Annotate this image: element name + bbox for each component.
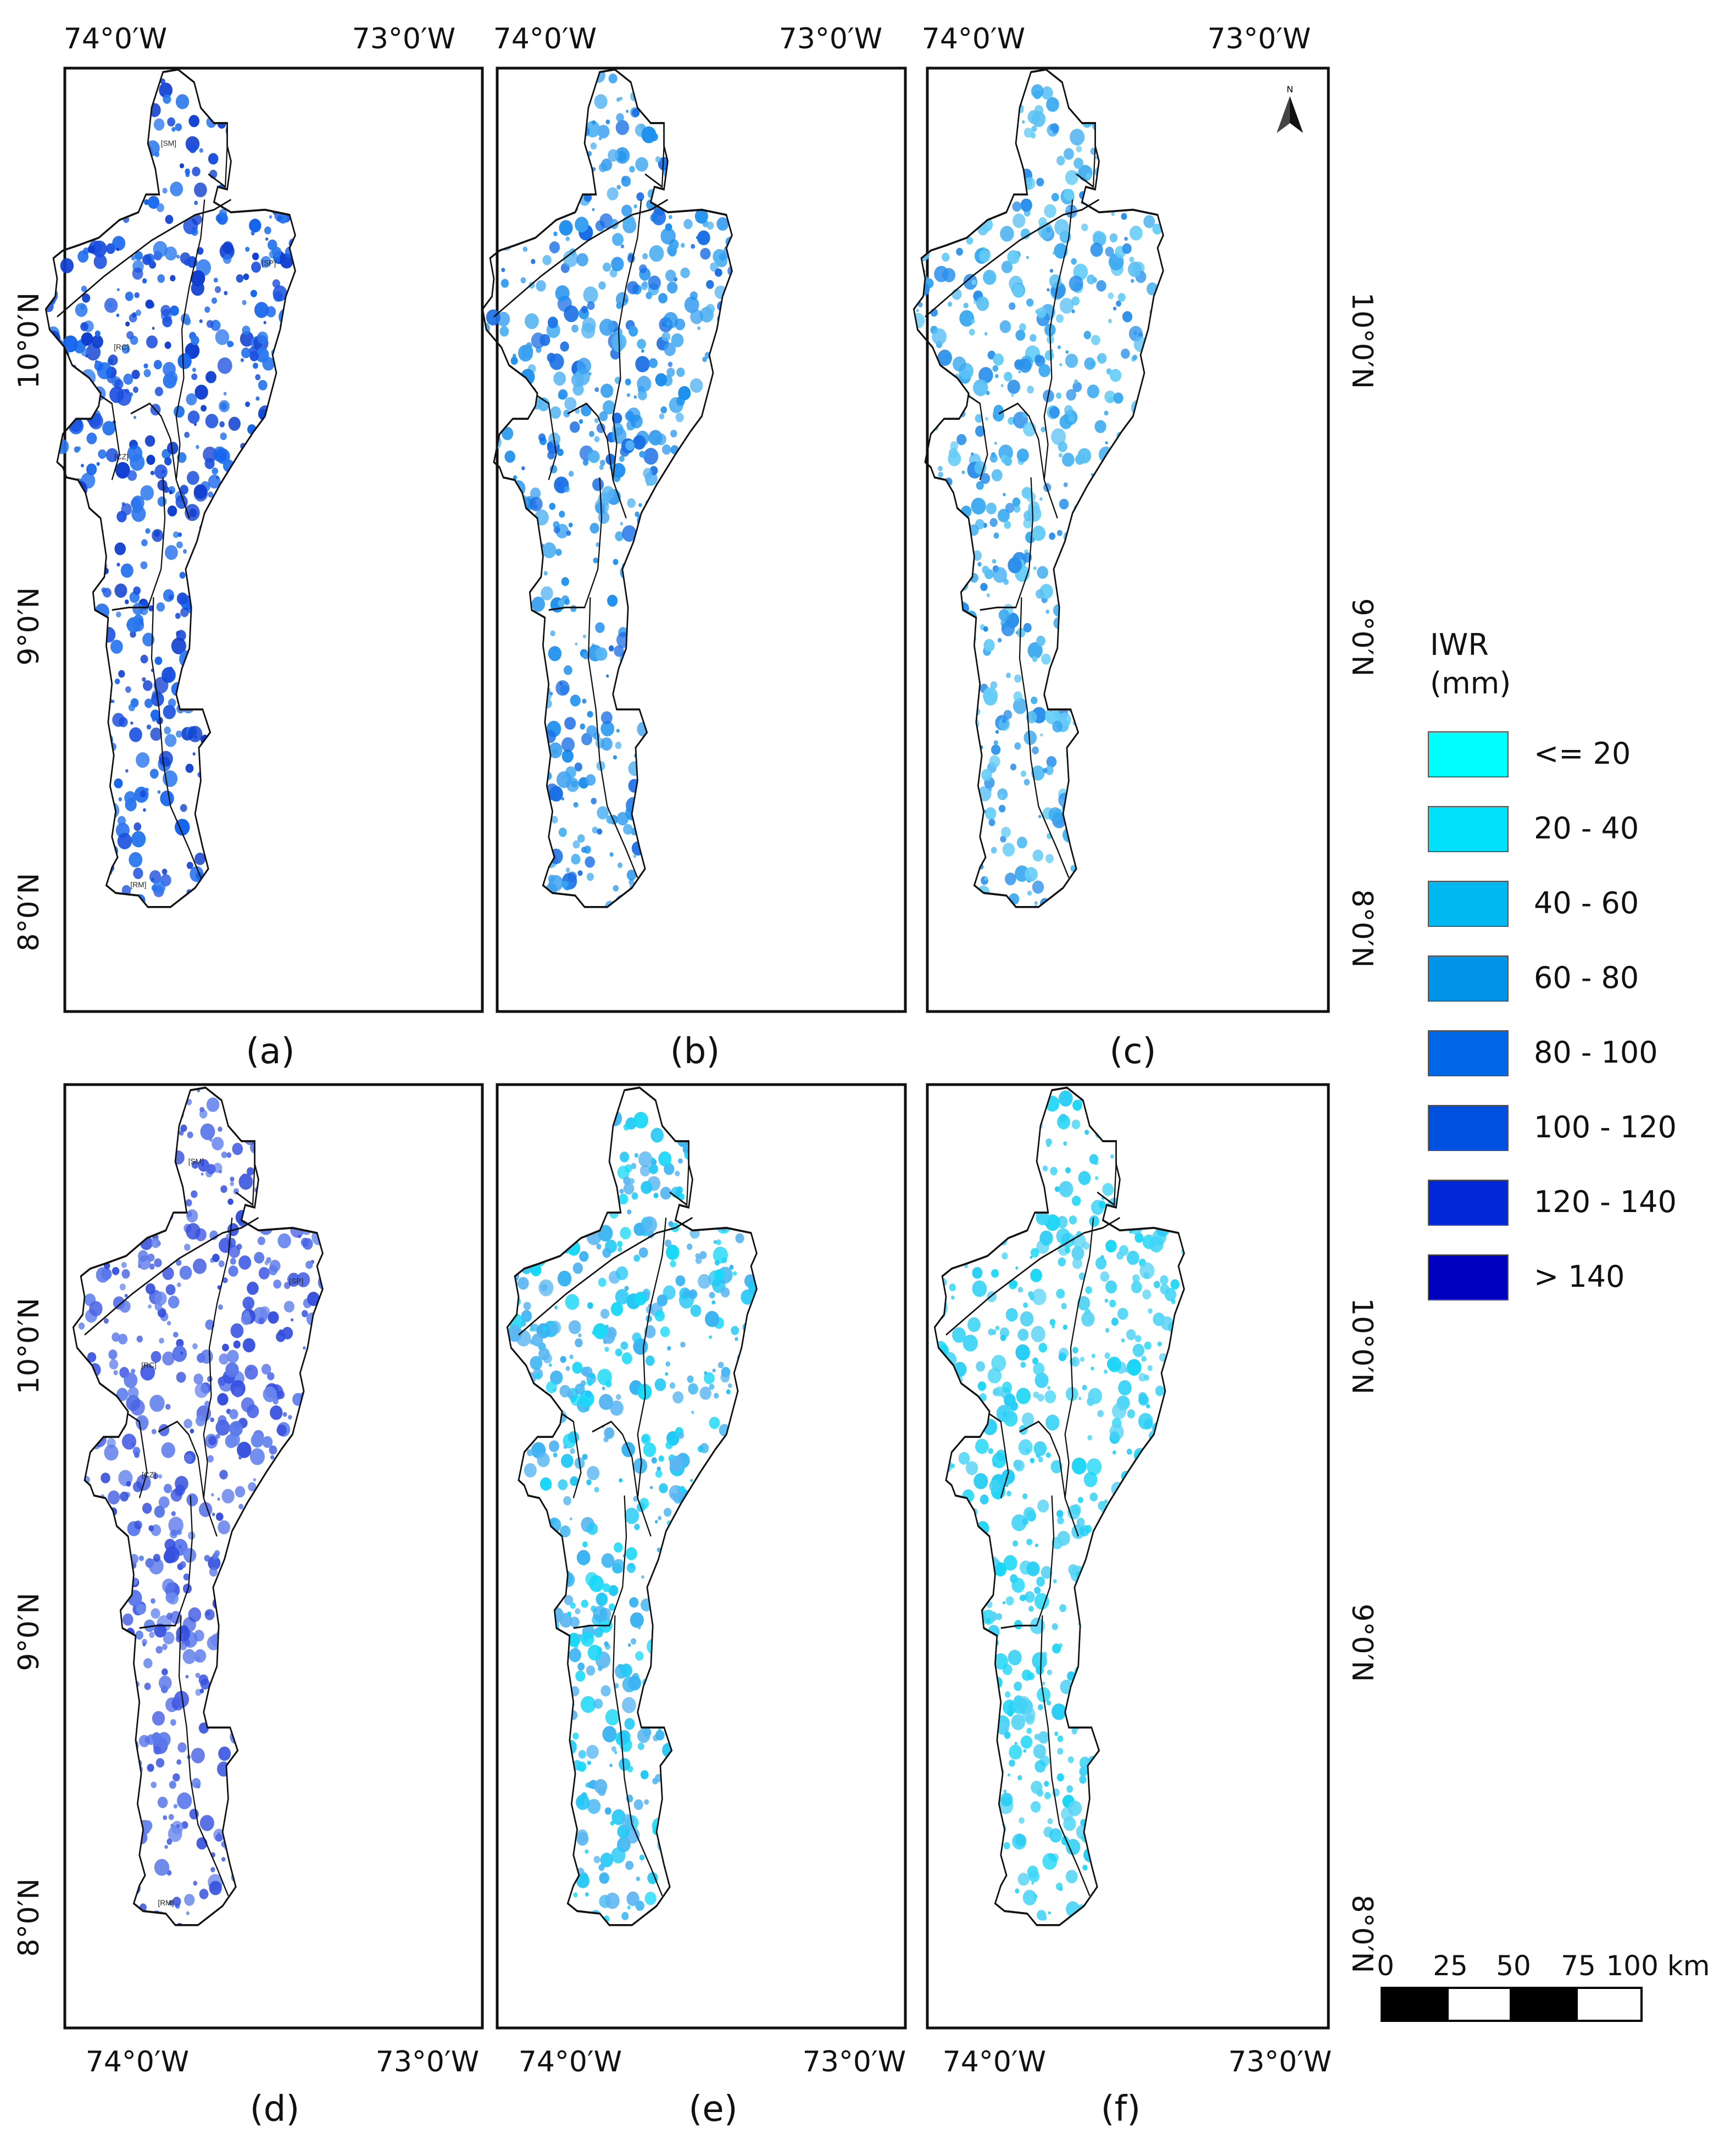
lat-label-left-d-2: 9°0′N xyxy=(13,1593,46,1671)
panel-label-a: (a) xyxy=(246,1031,294,1072)
lat-label-left-d-1: 10°0′N xyxy=(13,1298,46,1394)
map-panel-a: [SM] [SP] [RC] [CZ] [RM] xyxy=(44,66,484,1013)
lat-label-left-a-1: 10°0′N xyxy=(13,292,46,389)
north-arrow-label: N xyxy=(1287,84,1293,95)
legend-swatch xyxy=(1428,731,1509,777)
lon-label-top-c-2: 73°0′W xyxy=(1208,23,1311,55)
lat-label-right-f-3: 8°0′N xyxy=(1345,1895,1378,1974)
legend-swatch xyxy=(1428,1030,1509,1076)
region-label: [RM] xyxy=(130,881,146,889)
map-panel-c xyxy=(912,66,1330,1013)
lon-label-bottom-e-1: 74°0′W xyxy=(519,2046,622,2079)
lat-label-right-c-2: 9°0′N xyxy=(1345,598,1378,677)
lon-label-top-a-2: 73°0′W xyxy=(352,23,455,55)
legend-class-label: 40 - 60 xyxy=(1534,886,1639,920)
region-label: [SP] xyxy=(261,259,276,268)
region-label: [SM] xyxy=(161,140,176,148)
lat-label-left-a-2: 9°0′N xyxy=(13,587,46,666)
panel-label-e: (e) xyxy=(688,2089,737,2130)
panel-label-b: (b) xyxy=(670,1031,720,1072)
scale-bar: 0 25 50 75 100 km xyxy=(1377,1950,1710,2022)
legend-swatch xyxy=(1428,1105,1509,1151)
legend-class-label: > 140 xyxy=(1534,1259,1624,1294)
legend-class-label: 120 - 140 xyxy=(1534,1185,1677,1219)
lat-label-right-f-1: 10°0′N xyxy=(1345,1298,1378,1394)
legend-swatch xyxy=(1428,806,1509,852)
lat-label-left-a-3: 8°0′N xyxy=(13,873,46,952)
legend-class-label: 60 - 80 xyxy=(1534,960,1639,995)
legend-title-line2: (mm) xyxy=(1430,666,1511,701)
lon-label-top-b-2: 73°0′W xyxy=(779,23,882,55)
scale-segment-3 xyxy=(1510,1987,1578,2022)
region-label: [CZ] xyxy=(142,1471,156,1479)
map-panel-f xyxy=(926,1083,1330,2030)
lon-label-top-a-1: 74°0′W xyxy=(64,23,167,55)
scale-tick-25: 25 xyxy=(1433,1950,1468,1982)
legend-class-label: 20 - 40 xyxy=(1534,811,1639,846)
lon-label-top-b-1: 74°0′W xyxy=(493,23,597,55)
legend-swatch xyxy=(1428,1180,1509,1226)
legend-class-label: 80 - 100 xyxy=(1534,1035,1658,1070)
lat-label-right-c-3: 8°0′N xyxy=(1345,890,1378,968)
region-label: [CZ] xyxy=(114,453,129,461)
legend-class-label: <= 20 xyxy=(1534,736,1631,771)
lat-label-right-f-2: 9°0′N xyxy=(1345,1604,1378,1682)
map-panel-e xyxy=(496,1083,907,2030)
lon-label-bottom-f-1: 74°0′W xyxy=(943,2046,1046,2079)
scale-tick-100: 100 km xyxy=(1606,1950,1710,1982)
region-label: [SP] xyxy=(289,1277,303,1286)
scale-tick-0: 0 xyxy=(1377,1950,1394,1982)
north-arrow-icon: N xyxy=(1277,84,1303,133)
region-label: [RM] xyxy=(158,1899,174,1907)
lon-label-bottom-d-1: 74°0′W xyxy=(86,2046,189,2079)
panel-label-d: (d) xyxy=(250,2089,300,2130)
legend-title-line1: IWR xyxy=(1430,627,1489,662)
scale-segment-4 xyxy=(1576,1987,1643,2022)
region-label: [RC] xyxy=(114,343,129,352)
legend: IWR (mm) <= 20 20 - 40 40 - 60 60 - 80 80 - … xyxy=(1428,627,1677,1301)
scale-tick-75: 75 xyxy=(1561,1950,1596,1982)
region-label: [RC] xyxy=(141,1361,157,1370)
legend-swatch xyxy=(1428,881,1509,927)
map-panel-b xyxy=(481,66,907,1013)
scale-tick-50: 50 xyxy=(1496,1950,1531,1982)
lat-label-right-c-1: 10°0′N xyxy=(1345,292,1378,389)
panel-label-f: (f) xyxy=(1101,2089,1140,2130)
legend-swatch xyxy=(1428,1254,1509,1301)
scale-segment-2 xyxy=(1446,1987,1512,2022)
map-panel-d: [SM] [SP] [RC] [CZ] [RM] xyxy=(63,1083,484,2030)
lon-label-bottom-d-2: 73°0′W xyxy=(376,2046,479,2079)
lon-label-bottom-f-2: 73°0′W xyxy=(1228,2046,1332,2079)
region-label: [SM] xyxy=(188,1158,204,1166)
lon-label-bottom-e-2: 73°0′W xyxy=(803,2046,906,2079)
scale-segment-1 xyxy=(1381,1987,1449,2022)
lat-label-left-d-3: 8°0′N xyxy=(13,1879,46,1957)
legend-class-label: 100 - 120 xyxy=(1534,1110,1677,1144)
lon-label-top-c-1: 74°0′W xyxy=(922,23,1025,55)
panel-label-c: (c) xyxy=(1109,1031,1156,1072)
legend-swatch xyxy=(1428,955,1509,1002)
